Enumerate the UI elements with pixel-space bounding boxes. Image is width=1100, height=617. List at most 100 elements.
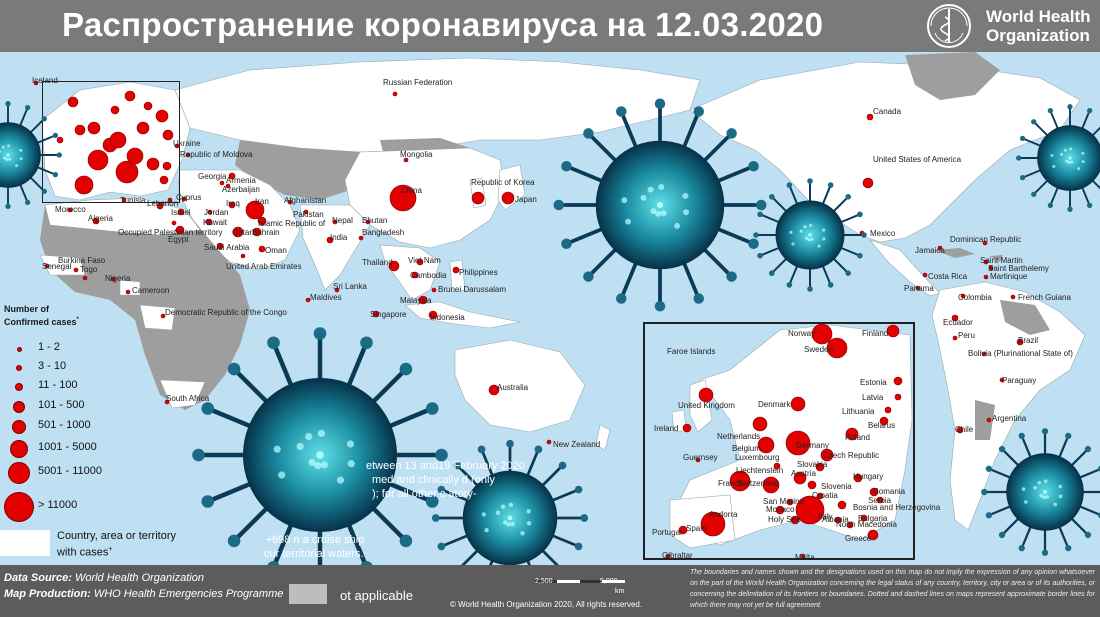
- legend-item-label: 5001 - 11000: [38, 465, 103, 477]
- case-marker: [983, 274, 989, 280]
- case-marker: [807, 480, 817, 490]
- legend-title: Number of Confirmed cases*: [4, 304, 209, 328]
- case-marker: [834, 516, 842, 524]
- case-marker: [886, 324, 900, 338]
- country-label: Iraq: [226, 199, 240, 208]
- country-label: Bolivia (Plurinational State of): [968, 349, 1073, 358]
- case-marker: [795, 495, 825, 525]
- case-marker: [216, 242, 224, 250]
- country-label: Bangladesh: [362, 228, 405, 237]
- case-marker: [867, 529, 879, 541]
- case-marker: [956, 426, 964, 434]
- legend-dot: [4, 492, 34, 522]
- case-marker: [488, 384, 500, 396]
- footer-bar: [0, 565, 1100, 617]
- europe-country-label: Norway: [788, 329, 816, 338]
- country-label: United States of America: [873, 155, 962, 164]
- legend-dot: [10, 440, 28, 458]
- case-marker: [332, 219, 338, 225]
- land-middle-east: [177, 169, 301, 271]
- scale-bar: 2,500 5,000 km: [535, 578, 635, 595]
- scale-unit: km: [615, 588, 625, 595]
- note-line4-prefix: +: [266, 534, 273, 546]
- case-marker: [845, 427, 859, 441]
- case-marker: [171, 220, 177, 226]
- case-marker: [762, 476, 780, 494]
- country-label: United Arab Emirates: [226, 262, 302, 271]
- case-marker: [816, 492, 824, 500]
- case-marker: [826, 337, 848, 359]
- case-marker: [245, 200, 265, 220]
- europe-country-label: Austria: [791, 469, 816, 478]
- case-marker: [757, 436, 775, 454]
- case-marker: [44, 263, 50, 269]
- europe-country-label: Poland: [845, 433, 870, 442]
- case-marker: [785, 430, 811, 456]
- case-marker: [860, 514, 868, 522]
- case-marker: [207, 209, 213, 215]
- legend-affected-swatch: [0, 530, 50, 556]
- country-label: Nigeria: [105, 274, 131, 283]
- case-marker: [334, 287, 340, 293]
- country-label: Algeria: [88, 214, 113, 223]
- land-india: [299, 204, 371, 291]
- scale-label-2: 5,000: [600, 578, 618, 585]
- country-label: Peru: [958, 331, 975, 340]
- case-marker: [894, 393, 902, 401]
- country-label: Iceland: [32, 76, 58, 85]
- legend-title-line2: Confirmed cases: [4, 317, 77, 327]
- europe-country-label: Italy: [818, 512, 833, 521]
- country-label: Bhutan: [362, 216, 388, 225]
- virus-icon: [553, 98, 767, 312]
- europe-country-label: Lithuania: [842, 407, 875, 416]
- europe-country-label: Germany: [796, 441, 829, 450]
- who-emblem-icon: [927, 4, 971, 48]
- country-label: Tunisia: [120, 196, 146, 205]
- case-marker: [1010, 294, 1016, 300]
- land-australia: [454, 339, 586, 433]
- country-label: India: [330, 233, 348, 242]
- case-marker: [983, 259, 989, 265]
- legend-item-label: 11 - 100: [38, 379, 78, 391]
- title-banner: [0, 0, 1100, 52]
- case-marker: [33, 80, 39, 86]
- europe-country-label: Bosnia and Herzegovina: [853, 503, 941, 512]
- land-greenland: [905, 52, 1000, 100]
- case-marker: [228, 201, 236, 209]
- case-marker: [159, 175, 169, 185]
- virus-icon: [1016, 104, 1100, 212]
- legend-title-line1: Number of: [4, 304, 49, 314]
- europe-country-label: Luxembourg: [735, 453, 780, 462]
- case-marker: [1016, 338, 1024, 346]
- europe-country-label: Latvia: [862, 393, 884, 402]
- case-marker: [225, 183, 231, 189]
- case-marker: [73, 267, 79, 273]
- case-marker: [698, 387, 714, 403]
- case-marker: [800, 553, 806, 559]
- case-marker: [174, 143, 180, 149]
- case-marker: [790, 396, 806, 412]
- case-marker: [815, 462, 825, 472]
- land-africa-west: [39, 254, 176, 331]
- not-applicable-label: ot applicable: [340, 588, 413, 603]
- legend-item-label: > 11000: [38, 499, 78, 511]
- legend-item-label: 101 - 500: [38, 399, 85, 411]
- case-marker: [820, 448, 834, 462]
- case-marker: [428, 310, 438, 320]
- page-title: Распространение коронавируса на 12.03.20…: [62, 6, 824, 43]
- country-label: French Guiana: [1018, 293, 1071, 302]
- country-label: Nepal: [332, 216, 353, 225]
- country-label: Canada: [873, 107, 902, 116]
- case-marker: [305, 297, 311, 303]
- europe-country-label: Guernsey: [683, 453, 718, 462]
- case-marker: [546, 439, 552, 445]
- case-marker: [678, 525, 688, 535]
- case-marker: [162, 129, 174, 141]
- europe-country-label: Denmark: [758, 400, 791, 409]
- country-label: Ukraine: [173, 139, 201, 148]
- case-marker: [167, 197, 173, 203]
- case-marker: [915, 285, 921, 291]
- country-label: Japan: [515, 195, 537, 204]
- country-label: Chile: [955, 425, 974, 434]
- case-marker: [82, 275, 88, 281]
